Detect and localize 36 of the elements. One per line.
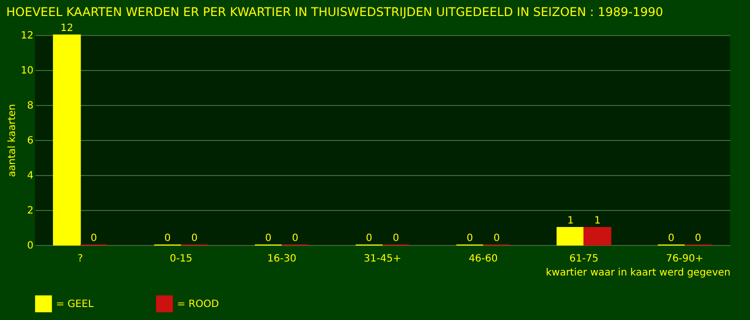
data-label: 0: [366, 233, 372, 244]
data-label: 1: [594, 216, 601, 226]
y-tick-label: 4: [27, 170, 34, 182]
data-label: 0: [493, 233, 500, 244]
data-label: 0: [164, 233, 171, 244]
data-label: 0: [392, 233, 400, 244]
legend-label: = GEEL: [56, 298, 94, 310]
y-axis-title: aantal kaarten: [6, 104, 18, 177]
data-label: 12: [60, 23, 74, 34]
y-tick-label: 0: [27, 240, 34, 252]
data-label: 0: [292, 233, 298, 244]
x-tick-label: 46-60: [468, 254, 498, 264]
data-label: 0: [668, 233, 674, 244]
y-tick-label: 6: [27, 136, 34, 146]
x-tick-label: 61-75: [569, 254, 598, 264]
bar: [583, 227, 612, 246]
x-tick-label: 0-15: [170, 254, 192, 264]
data-label: 0: [694, 233, 702, 244]
data-label: 0: [191, 233, 198, 244]
x-tick-label: 31-45+: [364, 254, 402, 264]
data-label: 0: [265, 233, 272, 244]
data-label: 0: [90, 233, 97, 244]
bar: [556, 227, 584, 246]
x-tick-label: 16-30: [267, 254, 296, 264]
x-axis-title: kwartier waar in kaart werd gegeven: [546, 268, 730, 278]
data-label: 1: [567, 216, 574, 226]
y-tick-label: 12: [20, 30, 34, 42]
x-tick-label: ?: [78, 254, 83, 264]
y-tick-label: 8: [27, 100, 34, 112]
y-tick-label: 10: [20, 66, 34, 76]
y-tick-label: 2: [27, 206, 34, 216]
data-label: 0: [466, 233, 473, 244]
legend-label: = ROOD: [177, 298, 220, 310]
x-tick-label: 76-90+: [666, 254, 704, 264]
bar: [52, 34, 81, 246]
chart-title: HOEVEEL KAARTEN WERDEN ER PER KWARTIER IN THUISWEDSTRIJDEN UITGEDEELD IN SEIZOEN : 1989-1990: [6, 5, 664, 19]
